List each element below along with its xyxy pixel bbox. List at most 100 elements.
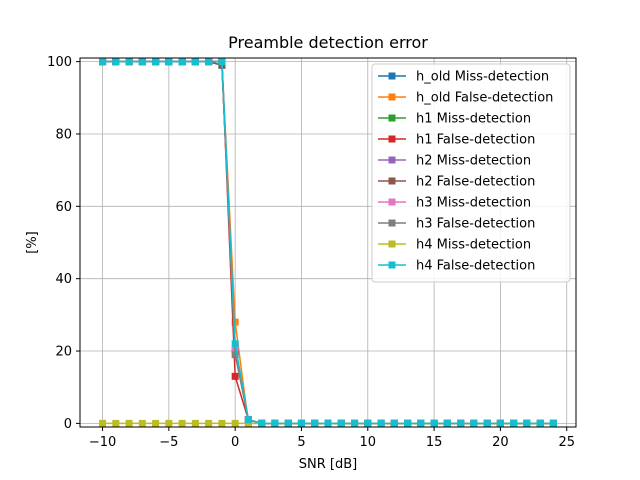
y-tick-label: 20 <box>55 345 72 360</box>
legend-label: h1 False-detection <box>416 133 535 148</box>
data-point <box>417 419 425 427</box>
data-point <box>311 419 319 427</box>
legend-item: h1 False-detection <box>378 133 535 148</box>
data-point <box>205 419 213 427</box>
legend-label: h4 False-detection <box>416 259 535 274</box>
legend-label: h_old Miss-detection <box>416 70 549 85</box>
y-tick-label: 0 <box>64 417 72 432</box>
data-point <box>470 419 478 427</box>
data-point <box>324 419 332 427</box>
legend-swatch-marker <box>388 156 396 164</box>
data-point <box>430 419 438 427</box>
data-point <box>390 419 398 427</box>
x-tick-label: −5 <box>159 435 178 450</box>
data-point <box>231 351 239 359</box>
x-tick-label: 25 <box>558 435 575 450</box>
x-tick-label: 5 <box>297 435 305 450</box>
data-point <box>205 58 213 66</box>
data-point <box>152 58 160 66</box>
legend-swatch-marker <box>388 198 396 206</box>
data-point <box>165 419 173 427</box>
data-point <box>244 419 252 427</box>
data-point <box>536 419 544 427</box>
data-point <box>271 419 279 427</box>
data-point <box>457 419 465 427</box>
legend-item: h_old Miss-detection <box>378 70 549 85</box>
x-tick-label: 10 <box>360 435 377 450</box>
legend-label: h2 Miss-detection <box>416 154 531 169</box>
legend-label: h1 Miss-detection <box>416 112 531 127</box>
legend-swatch-marker <box>388 135 396 143</box>
data-point <box>351 419 359 427</box>
legend-item: h2 Miss-detection <box>378 154 531 169</box>
data-point <box>496 419 504 427</box>
legend-swatch-marker <box>388 72 396 80</box>
x-axis: −10 −5 0 5 10 15 20 25 <box>89 427 575 450</box>
legend-swatch-marker <box>388 219 396 227</box>
data-point <box>125 419 133 427</box>
data-point <box>523 419 531 427</box>
data-point <box>191 58 199 66</box>
legend-item: h4 False-detection <box>378 259 535 274</box>
data-point <box>244 416 252 424</box>
data-point <box>549 419 557 427</box>
data-point <box>483 419 491 427</box>
y-tick-label: 60 <box>55 200 72 215</box>
y-tick-label: 40 <box>55 272 72 287</box>
legend-item: h1 Miss-detection <box>378 112 531 127</box>
legend-box <box>371 63 571 283</box>
axes-frame <box>79 57 577 428</box>
data-point <box>125 58 133 66</box>
data-point <box>510 419 518 427</box>
data-point <box>364 419 372 427</box>
legend-item: h3 False-detection <box>378 217 535 232</box>
chart-title: Preamble detection error <box>228 33 428 52</box>
data-point <box>112 419 120 427</box>
data-point <box>178 58 186 66</box>
data-point <box>178 419 186 427</box>
data-point <box>297 419 305 427</box>
data-point <box>99 58 107 66</box>
data-point <box>231 318 239 326</box>
legend-swatch-marker <box>388 93 396 101</box>
data-point <box>443 419 451 427</box>
y-tick-label: 80 <box>55 127 72 142</box>
data-point <box>218 419 226 427</box>
legend-item: h_old False-detection <box>378 91 553 106</box>
data-point <box>231 340 239 348</box>
data-point <box>404 419 412 427</box>
x-tick-label: −10 <box>89 435 116 450</box>
legend-item: h3 Miss-detection <box>378 196 531 211</box>
data-point <box>165 58 173 66</box>
x-tick-label: 15 <box>426 435 443 450</box>
data-point <box>284 419 292 427</box>
data-point <box>258 419 266 427</box>
legend-label: h3 Miss-detection <box>416 196 531 211</box>
legend-swatch-marker <box>388 114 396 122</box>
data-point <box>112 58 120 66</box>
legend-swatch-marker <box>388 261 396 269</box>
data-point <box>377 419 385 427</box>
data-point <box>231 419 239 427</box>
data-point <box>138 58 146 66</box>
y-tick-label: 100 <box>47 55 72 70</box>
data-point <box>138 419 146 427</box>
legend-swatch-marker <box>388 177 396 185</box>
data-point <box>152 419 160 427</box>
data-point <box>99 419 107 427</box>
y-axis: 0 20 40 60 80 100 <box>47 55 80 432</box>
series-9 <box>99 58 557 427</box>
legend-item: h4 Miss-detection <box>378 238 531 253</box>
legend-label: h2 False-detection <box>416 175 535 190</box>
legend-label: h3 False-detection <box>416 217 535 232</box>
x-tick-label: 0 <box>231 435 239 450</box>
legend-swatch-marker <box>388 240 396 248</box>
x-tick-label: 20 <box>492 435 509 450</box>
y-axis-label: [%] <box>25 231 40 254</box>
data-point <box>231 372 239 380</box>
legend-label: h_old False-detection <box>416 91 553 106</box>
data-point <box>337 419 345 427</box>
legend-item: h2 False-detection <box>378 175 535 190</box>
legend-label: h4 Miss-detection <box>416 238 531 253</box>
